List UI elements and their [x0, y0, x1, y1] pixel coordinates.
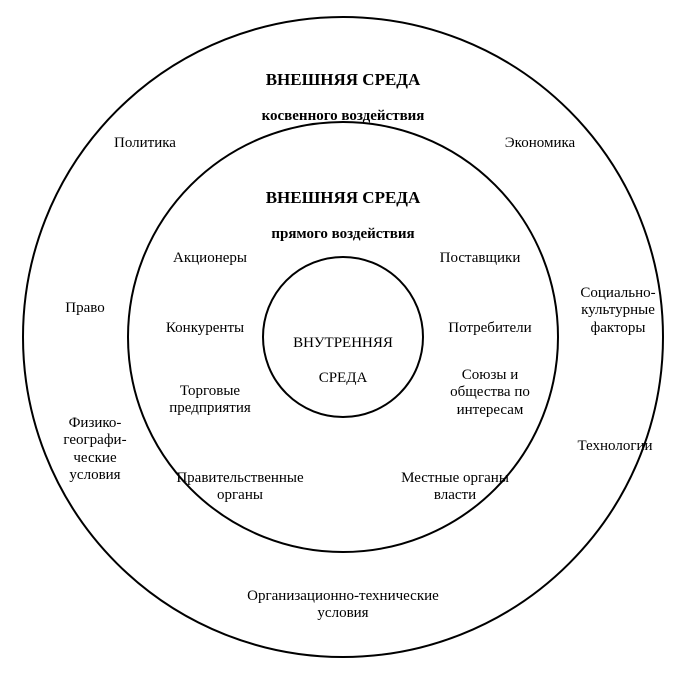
- label-ekonomika: Экономика: [480, 135, 600, 152]
- label-aktsionery: Акционеры: [140, 250, 280, 267]
- label-tekhnologii: Технологии: [555, 438, 675, 455]
- middle-title-line2: прямого воздействия: [193, 226, 493, 243]
- center-line2: СРЕДА: [263, 370, 423, 387]
- outer-title-line2: косвенного воздействия: [193, 108, 493, 125]
- middle-title-line1: ВНЕШНЯЯ СРЕДА: [193, 188, 493, 208]
- label-pravo: Право: [35, 300, 135, 317]
- label-fiz-geo: Физико- географи- ческие условия: [40, 415, 150, 484]
- middle-ring-title: ВНЕШНЯЯ СРЕДА прямого воздействия: [193, 170, 493, 262]
- label-soyuzy: Союзы и общества по интересам: [420, 367, 560, 419]
- label-postavshchiki: Поставщики: [410, 250, 550, 267]
- label-konkurenty: Конкуренты: [135, 320, 275, 337]
- label-org-tech: Организационно-технические условия: [193, 588, 493, 623]
- outer-ring-title: ВНЕШНЯЯ СРЕДА косвенного воздействия: [193, 52, 493, 144]
- label-potrebiteli: Потребители: [420, 320, 560, 337]
- center-title: ВНУТРЕННЯЯ СРЕДА: [263, 318, 423, 404]
- label-pravitelstvo: Правительственные органы: [150, 470, 330, 505]
- diagram-stage: ВНЕШНЯЯ СРЕДА косвенного воздействия ВНЕ…: [0, 0, 687, 674]
- center-line1: ВНУТРЕННЯЯ: [263, 335, 423, 352]
- label-soc-kult: Социально- культурные факторы: [558, 285, 678, 337]
- label-mestnye: Местные органы власти: [370, 470, 540, 505]
- label-torgovye: Торговые предприятия: [140, 383, 280, 418]
- outer-title-line1: ВНЕШНЯЯ СРЕДА: [193, 70, 493, 90]
- label-politika: Политика: [85, 135, 205, 152]
